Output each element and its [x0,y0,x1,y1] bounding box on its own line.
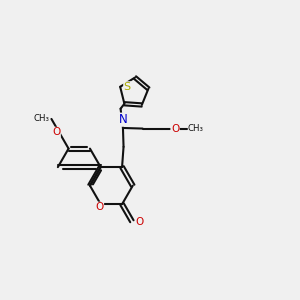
Text: CH₃: CH₃ [188,124,204,133]
Text: N: N [118,113,127,126]
Text: O: O [171,124,179,134]
Text: CH₃: CH₃ [34,114,50,123]
Text: O: O [52,127,60,137]
Text: O: O [95,202,104,212]
Text: O: O [136,217,144,227]
Text: S: S [124,82,131,92]
